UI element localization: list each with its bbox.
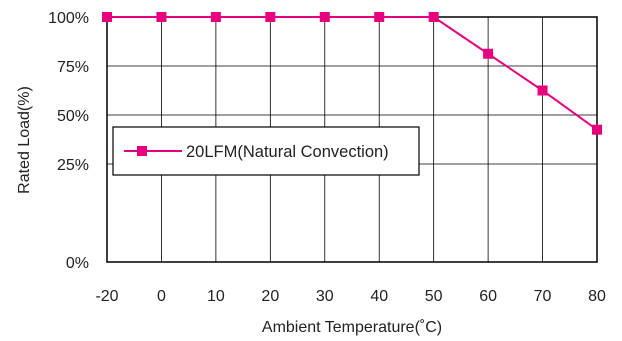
y-tick-label: 25%	[57, 157, 89, 174]
x-axis-label: Ambient Temperature(˚C)	[262, 319, 442, 336]
x-tick-label: 80	[588, 288, 606, 305]
x-tick-label: 20	[261, 288, 279, 305]
y-tick-label: 0%	[66, 255, 89, 272]
data-point-marker	[483, 48, 494, 59]
y-axis-ticks: 100% 75% 50% 25% 0%	[48, 10, 89, 272]
y-tick-label: 75%	[57, 59, 89, 76]
x-tick-label: -20	[95, 288, 118, 305]
series-line	[107, 16, 598, 131]
legend-marker-square	[137, 146, 147, 156]
x-tick-label: 50	[425, 288, 443, 305]
data-point-marker	[210, 12, 221, 22]
x-tick-label: 70	[534, 288, 552, 305]
x-tick-label: 40	[370, 288, 388, 305]
data-point-marker	[374, 12, 385, 22]
x-axis-ticks: -20 0 10 20 30 40 50 60 70 80	[95, 288, 606, 305]
y-tick-label: 100%	[48, 10, 89, 27]
legend: 20LFM(Natural Convection)	[112, 126, 420, 176]
data-point-marker	[428, 12, 439, 22]
x-tick-label: 0	[157, 288, 166, 305]
x-tick-label: 10	[207, 288, 225, 305]
data-point-marker	[592, 124, 602, 135]
series-layer	[102, 12, 602, 135]
data-point-marker	[156, 12, 167, 22]
data-point-marker	[265, 12, 276, 22]
data-point-marker	[319, 12, 330, 22]
legend-label: 20LFM(Natural Convection)	[186, 143, 389, 161]
data-point-marker	[102, 12, 112, 22]
y-axis-label: Rated Load(%)	[16, 86, 33, 194]
x-tick-label: 30	[316, 288, 334, 305]
y-tick-label: 50%	[57, 108, 89, 125]
x-tick-label: 60	[479, 288, 497, 305]
data-point-marker	[537, 85, 548, 96]
